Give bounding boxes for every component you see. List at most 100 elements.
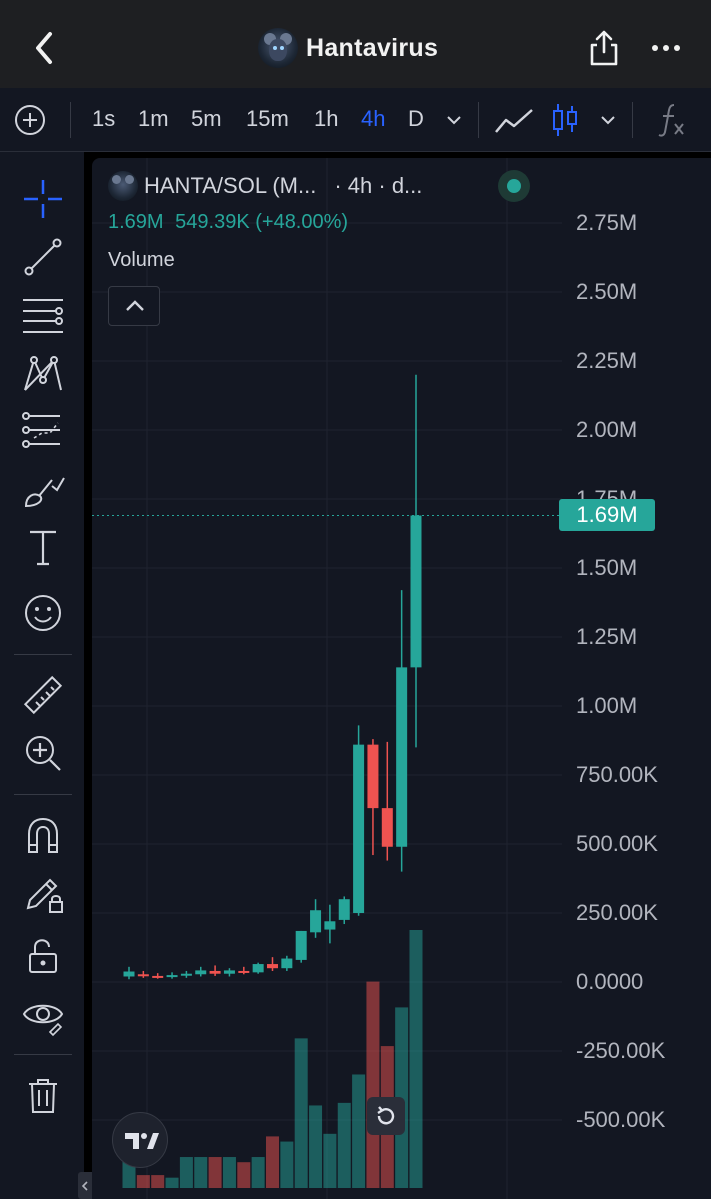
candle-body <box>123 971 135 977</box>
volume-bar <box>208 1157 222 1188</box>
share-icon[interactable] <box>588 28 620 68</box>
timeframe-5m[interactable]: 5m <box>191 106 222 131</box>
price-axis-label: 2.25M <box>576 348 638 373</box>
chart-pane[interactable] <box>92 158 711 1199</box>
volume-bar <box>352 1074 366 1188</box>
timeframe-1s[interactable]: 1s <box>92 106 116 131</box>
price-axis-label: 1.50M <box>576 555 638 580</box>
symbol-interval: · 4h · d... <box>334 173 423 198</box>
candle-body <box>281 958 293 969</box>
rat-avatar-icon <box>108 171 138 201</box>
market-status-icon <box>498 170 530 202</box>
chart-toolbar: 1s 1m 5m 15m 1h 4h D <box>0 88 711 152</box>
volume-label: Volume <box>108 249 175 271</box>
panel-gutter <box>84 152 92 1199</box>
add-indicator-icon[interactable] <box>14 104 46 136</box>
lock-drawing-icon[interactable] <box>20 870 66 916</box>
candle-body <box>209 970 221 974</box>
timeframe-d[interactable]: D <box>408 106 424 131</box>
more-options-icon[interactable] <box>650 40 682 56</box>
volume-bar <box>237 1162 251 1188</box>
candle-body <box>267 964 278 969</box>
candle-body <box>295 930 307 960</box>
volume-bar <box>151 1175 165 1188</box>
visibility-icon[interactable] <box>20 992 66 1038</box>
toolbar-divider <box>70 102 71 138</box>
timeframe-4h[interactable]: 4h <box>361 106 386 131</box>
candle-body <box>324 921 336 930</box>
back-arrow-icon[interactable] <box>28 28 62 68</box>
volume-bar <box>179 1157 193 1188</box>
volume-bar <box>294 1038 308 1188</box>
candle-body <box>338 899 350 920</box>
candle-body <box>353 744 365 913</box>
candle-body <box>310 910 322 933</box>
timeframe-15m[interactable]: 15m <box>246 106 289 131</box>
candle-body <box>381 808 393 847</box>
chart-legend[interactable]: HANTA/SOL (M... · 4h · d... <box>108 170 422 202</box>
tradingview-logo-icon[interactable] <box>112 1112 168 1168</box>
price-axis-label: 2.75M <box>576 210 638 235</box>
volume-bar <box>280 1141 294 1188</box>
zoom-in-icon[interactable] <box>20 730 66 776</box>
text-tool-icon[interactable] <box>20 524 66 570</box>
candle-body <box>137 974 149 977</box>
price-change-row: 1.69M 549.39K (+48.00%) <box>108 211 354 234</box>
chevron-down-icon[interactable] <box>444 110 464 130</box>
volume-bar <box>409 930 423 1188</box>
unlock-icon[interactable] <box>20 932 66 978</box>
reset-icon <box>377 1106 395 1125</box>
price-axis-label: -500.00K <box>576 1107 666 1132</box>
volume-bar <box>251 1157 265 1188</box>
timeframe-1m[interactable]: 1m <box>138 106 169 131</box>
page-title: Hantavirus <box>306 33 439 62</box>
price-axis-label: 1.00M <box>576 693 638 718</box>
token-header: Hantavirus <box>258 26 438 70</box>
volume-bar <box>366 981 380 1188</box>
volume-bar <box>222 1157 236 1188</box>
price-axis-label: 1.25M <box>576 624 638 649</box>
candlestick-chart-icon[interactable] <box>550 102 580 138</box>
toolbar-divider <box>14 1054 72 1055</box>
candle-body <box>410 515 422 668</box>
candle-body <box>396 667 408 847</box>
pattern-tool-icon[interactable] <box>20 350 66 396</box>
volume-bar <box>136 1175 150 1188</box>
crosshair-icon[interactable] <box>20 176 66 222</box>
brush-icon[interactable] <box>20 466 66 512</box>
chevron-down-icon[interactable] <box>598 110 618 130</box>
volume-bar <box>323 1133 337 1188</box>
candle-body <box>166 975 178 978</box>
top-bar: Hantavirus <box>0 0 711 88</box>
ruler-icon[interactable] <box>20 672 66 718</box>
trend-line-icon[interactable] <box>20 234 66 280</box>
candle-body <box>238 970 250 973</box>
last-price: 1.69M <box>108 211 164 233</box>
toolbar-divider <box>14 654 72 655</box>
candle-body <box>180 973 192 976</box>
reset-chart-button[interactable] <box>367 1097 405 1135</box>
price-axis-label: 0.0000 <box>576 969 644 994</box>
magnet-icon[interactable] <box>20 812 66 858</box>
emoji-icon[interactable] <box>20 590 66 636</box>
volume-bar <box>309 1105 323 1188</box>
line-chart-icon[interactable] <box>494 106 534 136</box>
candle-body <box>152 975 164 978</box>
timeframe-1h[interactable]: 1h <box>314 106 339 131</box>
price-axis-label: 250.00K <box>576 900 658 925</box>
expand-toolbar-button[interactable] <box>78 1172 92 1199</box>
candle-body <box>367 744 379 809</box>
collapse-legend-button[interactable] <box>108 286 160 326</box>
candle-body <box>252 964 264 973</box>
trash-icon[interactable] <box>20 1072 66 1118</box>
symbol-name: HANTA/SOL (M... <box>144 173 317 198</box>
price-chart[interactable] <box>92 158 711 1199</box>
price-axis-label: 2.50M <box>576 279 638 304</box>
price-axis-label: -250.00K <box>576 1038 666 1063</box>
fx-indicators-icon[interactable] <box>656 102 686 138</box>
horizontal-lines-icon[interactable] <box>20 292 66 338</box>
volume-bar <box>337 1102 351 1188</box>
price-axis-label: 500.00K <box>576 831 658 856</box>
candle-body <box>195 970 207 975</box>
forecast-tool-icon[interactable] <box>20 408 66 454</box>
